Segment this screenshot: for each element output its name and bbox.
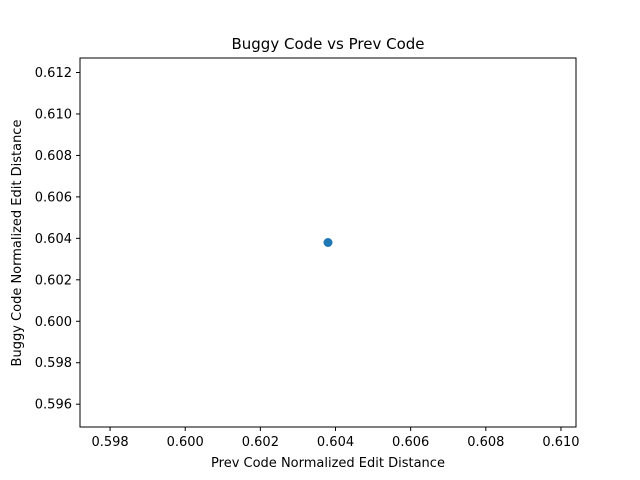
x-tick-label: 0.598 [91, 435, 128, 450]
x-tick-label: 0.610 [542, 435, 579, 450]
x-axis: 0.598 0.600 0.602 0.604 0.606 0.608 0.610 [91, 427, 580, 450]
y-axis-label: Buggy Code Normalized Edit Distance [10, 120, 25, 367]
data-point [323, 238, 333, 247]
plot-frame [79, 57, 577, 428]
y-tick-label: 0.596 [35, 398, 72, 413]
y-axis: 0.596 0.598 0.600 0.602 0.604 0.606 0.608 0.610… [35, 66, 80, 413]
data-points [323, 238, 333, 247]
x-tick-label: 0.600 [167, 435, 204, 450]
x-tick-label: 0.606 [392, 435, 429, 450]
x-tick-label: 0.602 [242, 435, 279, 450]
x-tick-label: 0.604 [317, 435, 354, 450]
y-tick-label: 0.612 [35, 66, 72, 81]
chart-title: Buggy Code vs Prev Code [231, 35, 424, 53]
y-tick-label: 0.610 [35, 107, 72, 122]
y-tick-label: 0.608 [35, 149, 72, 164]
y-tick-label: 0.604 [35, 232, 72, 247]
y-tick-label: 0.602 [35, 273, 72, 288]
x-axis-label: Prev Code Normalized Edit Distance [211, 456, 445, 471]
x-tick-label: 0.608 [467, 435, 504, 450]
plot-area [79, 57, 577, 428]
y-tick-label: 0.606 [35, 190, 72, 205]
y-tick-label: 0.600 [35, 315, 72, 330]
y-tick-label: 0.598 [35, 356, 72, 371]
